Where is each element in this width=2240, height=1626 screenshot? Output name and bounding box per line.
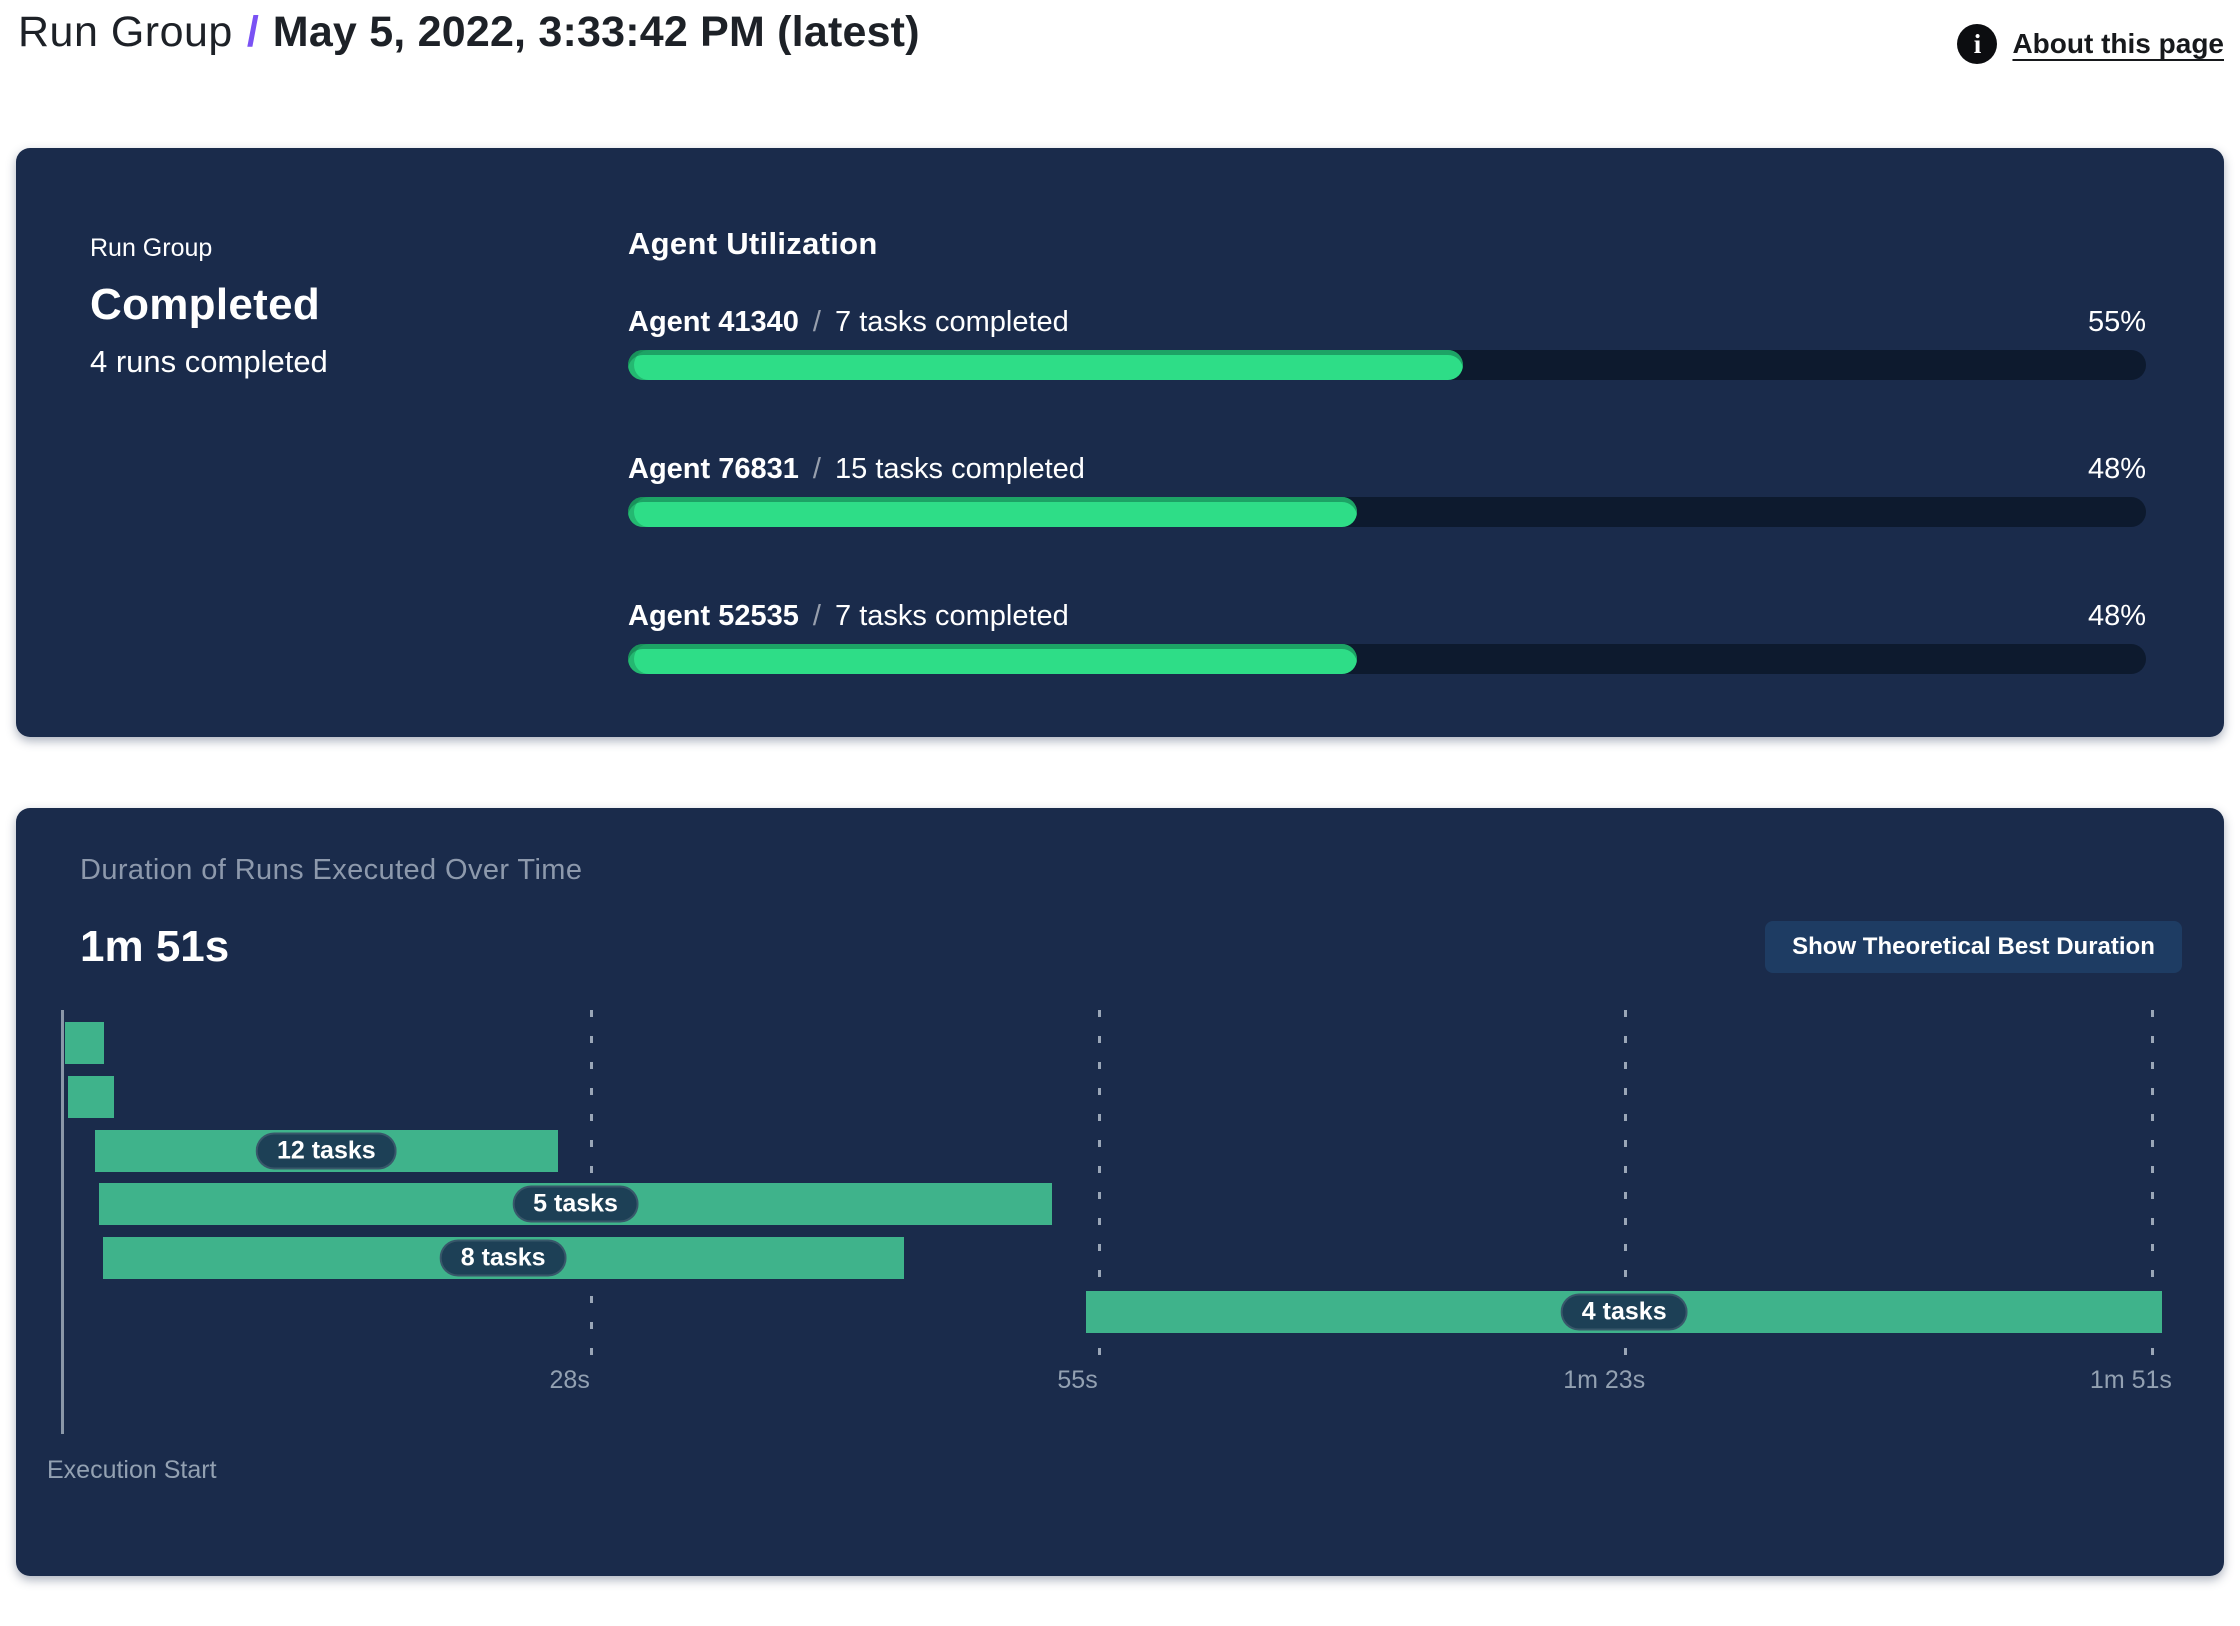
axis-tick-label: 1m 51s — [2089, 1366, 2172, 1394]
agent-percent: 55% — [2087, 306, 2146, 338]
gantt-bar[interactable] — [67, 1075, 114, 1118]
page-title: Run Group / May 5, 2022, 3:33:42 PM (lat… — [18, 8, 920, 57]
agent-tasks: 7 tasks completed — [835, 600, 1069, 632]
agent-name: Agent 76831 — [628, 453, 799, 485]
page-title-date: May 5, 2022, 3:33:42 PM (latest) — [272, 8, 920, 56]
agent-separator: / — [804, 306, 830, 338]
agent-separator: / — [804, 453, 830, 485]
runs-completed-count: 4 runs completed — [90, 344, 328, 379]
progress-fill — [628, 350, 1463, 380]
progress-track — [628, 350, 2146, 380]
execution-start-label: Execution Start — [47, 1456, 217, 1484]
task-count-pill: 12 tasks — [255, 1132, 397, 1170]
duration-total: 1m 51s — [80, 922, 230, 971]
task-count-pill: 4 tasks — [1560, 1293, 1688, 1331]
agent-name: Agent 41340 — [628, 306, 799, 338]
agent-row: Agent 41340 / 7 tasks completed 55% — [628, 306, 2146, 416]
duration-panel: Duration of Runs Executed Over Time 1m 5… — [16, 808, 2224, 1576]
agent-utilization-title: Agent Utilization — [628, 226, 878, 261]
task-count-pill: 5 tasks — [512, 1185, 639, 1223]
task-count-pill: 8 tasks — [439, 1239, 567, 1277]
gantt-bar[interactable]: 5 tasks — [98, 1183, 1053, 1226]
run-status: Completed — [90, 280, 321, 329]
progress-fill — [628, 644, 1357, 674]
agent-tasks: 15 tasks completed — [835, 453, 1085, 485]
execution-start-axis-line — [61, 1010, 64, 1434]
breadcrumb-root: Run Group — [18, 8, 233, 56]
agent-row: Agent 52535 / 7 tasks completed 48% — [628, 600, 2146, 710]
agent-percent: 48% — [2087, 453, 2146, 485]
gantt-bar[interactable]: 8 tasks — [102, 1237, 904, 1280]
axis-tick-label: 28s — [549, 1366, 590, 1394]
gantt-chart: 28s 55s 1m 23s 1m 51s 12 tasks 5 tasks 8 tasks… — [61, 1010, 2172, 1434]
gantt-bar[interactable]: 12 tasks — [94, 1129, 558, 1172]
about-this-page-link[interactable]: i About this page — [1957, 24, 2224, 64]
gridline — [1097, 1010, 1101, 1358]
run-group-label: Run Group — [90, 234, 213, 262]
gantt-bar[interactable]: 4 tasks — [1086, 1291, 2163, 1333]
axis-tick-label: 55s — [1057, 1366, 1098, 1394]
info-icon[interactable]: i — [1957, 24, 1998, 64]
run-group-panel: Run Group Completed 4 runs completed Age… — [16, 148, 2224, 737]
agent-separator: / — [804, 600, 830, 632]
breadcrumb-separator: / — [246, 8, 259, 56]
agent-name: Agent 52535 — [628, 600, 799, 632]
axis-tick-label: 1m 23s — [1563, 1366, 1646, 1394]
gridline — [1624, 1010, 1628, 1358]
progress-fill — [628, 497, 1357, 527]
about-this-page-label[interactable]: About this page — [2012, 28, 2224, 59]
progress-track — [628, 644, 2146, 674]
gantt-bar[interactable] — [64, 1022, 105, 1064]
gridline — [2150, 1010, 2154, 1358]
agent-row: Agent 76831 / 15 tasks completed 48% — [628, 453, 2146, 563]
show-theoretical-best-duration-button[interactable]: Show Theoretical Best Duration — [1765, 921, 2182, 973]
progress-track — [628, 497, 2146, 527]
agent-percent: 48% — [2087, 600, 2146, 632]
agent-tasks: 7 tasks completed — [835, 306, 1069, 338]
duration-chart-title: Duration of Runs Executed Over Time — [80, 854, 583, 886]
